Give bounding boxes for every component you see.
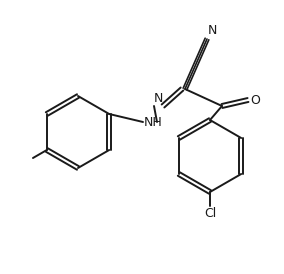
Text: O: O	[250, 93, 260, 107]
Text: N: N	[153, 92, 163, 105]
Text: NH: NH	[144, 116, 163, 129]
Text: N: N	[208, 24, 217, 37]
Text: Cl: Cl	[204, 207, 216, 220]
